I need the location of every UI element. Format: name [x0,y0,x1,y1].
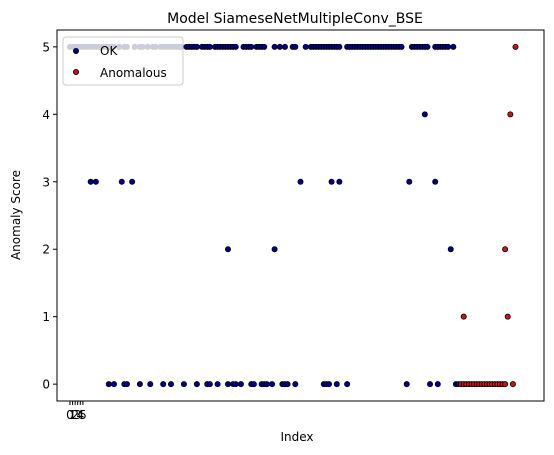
ok-point [445,43,452,50]
y-tick-label: 3 [42,175,50,189]
ok-point [263,381,270,388]
ok-point [193,381,200,388]
plot-area [57,30,544,401]
x-tick-label: 5 [79,408,87,422]
ok-point [224,381,231,388]
x-tick-label: 1 [69,408,77,422]
ok-point [110,381,117,388]
ok-point [292,381,299,388]
ok-point [206,43,213,50]
ok-point [297,178,304,185]
y-tick-label: 0 [42,378,50,392]
ok-point [336,178,343,185]
ok-point [87,178,94,185]
ok-point [276,43,283,50]
ok-point [237,381,244,388]
legend-marker-ok [73,48,80,55]
x-tick-label: 3 [74,408,82,422]
ok-point [325,381,332,388]
ok-point [284,381,291,388]
ok-point [424,43,431,50]
ok-point [333,381,340,388]
ok-point [250,381,257,388]
ok-point [271,246,278,253]
anomalous-point [507,111,514,118]
ok-point [105,381,112,388]
chart-title: Model SiameseNetMultipleConv_BSE [167,11,423,27]
anomalous-point [504,313,511,320]
ok-point [136,381,143,388]
ok-point [292,43,299,50]
ok-point [271,43,278,50]
ok-point [434,381,441,388]
anomalous-point [512,43,519,50]
legend-label-ok: OK [100,44,118,58]
ok-point [167,381,174,388]
x-tick-label: 0 [66,408,74,422]
ok-point [129,178,136,185]
ok-point [302,43,309,50]
anomalous-point [509,381,516,388]
ok-point [398,43,405,50]
ok-point [248,43,255,50]
y-tick-label: 4 [42,108,50,122]
x-tick-label: 4 [76,408,84,422]
ok-point [214,381,221,388]
ok-point [92,178,99,185]
ok-point [427,381,434,388]
ok-point [403,381,410,388]
ok-point [269,381,276,388]
ok-point [281,43,288,50]
legend: OK Anomalous [62,36,184,86]
y-tick-label: 5 [42,40,50,54]
y-tick-label: 1 [42,310,50,324]
ok-point [206,381,213,388]
ok-point [344,381,351,388]
ok-point [432,178,439,185]
y-tick-label: 2 [42,243,50,257]
y-axis: 0 1 2 3 4 5 [42,40,57,392]
y-axis-title: Anomaly Score [9,170,23,260]
x-tick-label: 2 [71,408,79,422]
ok-point [118,178,125,185]
ok-point [180,381,187,388]
anomalous-point [460,313,467,320]
legend-label-anomalous: Anomalous [100,66,167,80]
ok-point [447,246,454,253]
ok-point [336,43,343,50]
ok-point [123,381,130,388]
legend-box [62,36,184,86]
anomalous-point [502,246,509,253]
ok-point [147,381,154,388]
ok-point [421,111,428,118]
plot-frame [56,29,545,402]
ok-point [224,246,231,253]
x-axis-title: Index [280,430,313,444]
ok-point [232,43,239,50]
ok-point [406,178,413,185]
anomalous-point [502,381,509,388]
ok-point [261,43,268,50]
ok-point [328,178,335,185]
legend-marker-anomalous [73,69,80,76]
ok-point [450,43,457,50]
ok-point [160,381,167,388]
ok-point [232,381,239,388]
ok-point [193,43,200,50]
